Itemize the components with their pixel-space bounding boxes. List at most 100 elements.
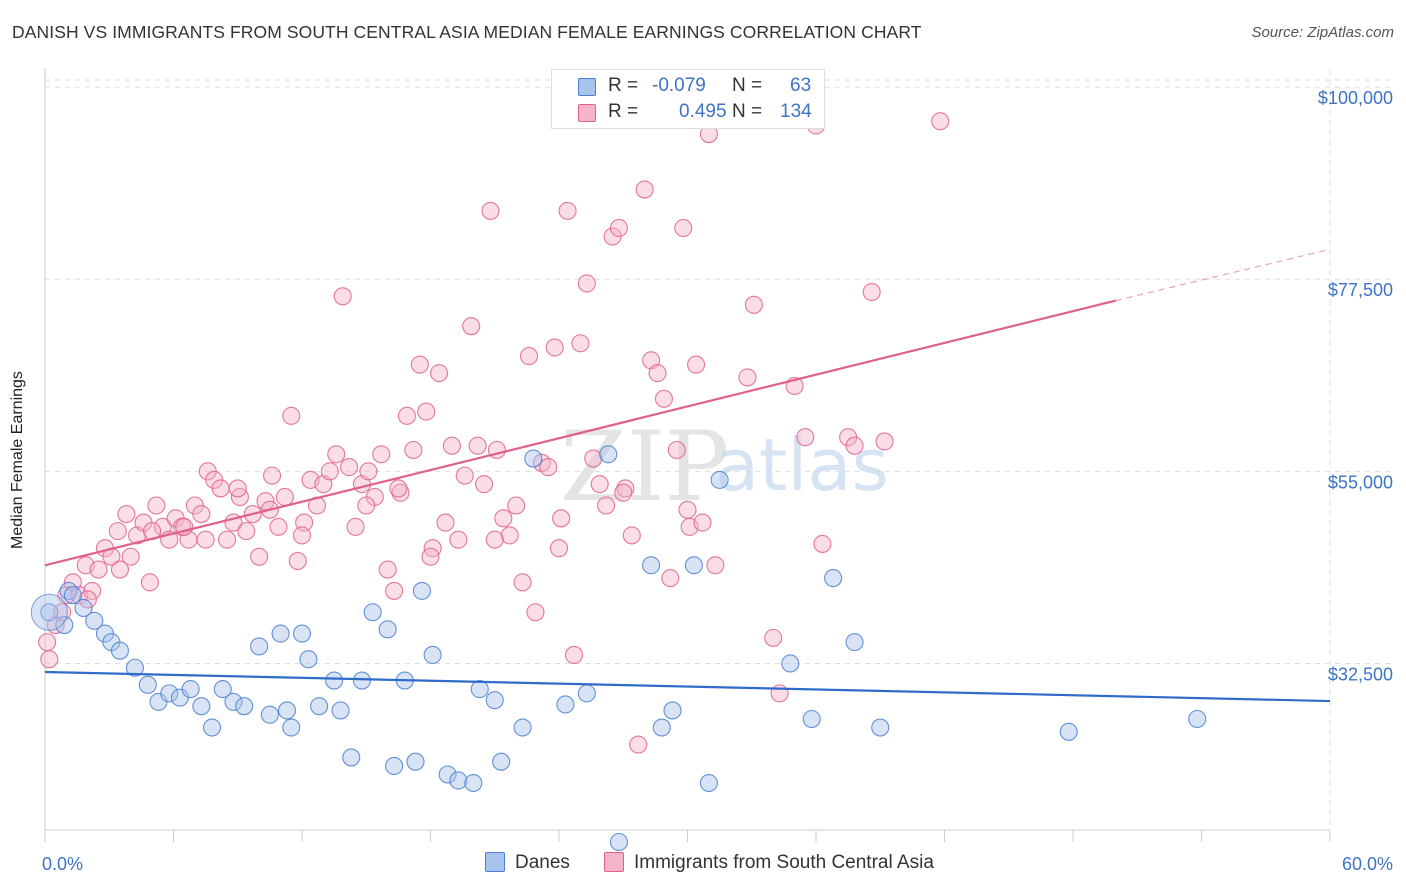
- immigrants-point-25: [192, 504, 211, 524]
- danes-point-15: [192, 697, 211, 716]
- immigrants-point-122: [292, 526, 312, 545]
- immigrants-point-97: [654, 389, 673, 408]
- danes-point-62: [1059, 722, 1078, 741]
- immigrants-point-80: [545, 338, 564, 357]
- danes-point-60: [845, 633, 864, 652]
- immigrants-point-12: [108, 522, 127, 541]
- immigrants-point-68: [468, 436, 487, 455]
- danes-point-34: [385, 756, 404, 776]
- danes-point-3: [63, 586, 82, 605]
- immigrants-point-0: [38, 633, 57, 652]
- immigrants-point-36: [262, 466, 282, 485]
- danes-point-17: [213, 680, 232, 699]
- immigrants-point-93: [629, 735, 648, 754]
- immigrants-point-67: [462, 317, 481, 336]
- immigrants-point-126: [549, 539, 569, 558]
- immigrants-point-107: [744, 295, 763, 314]
- immigrants-point-99: [667, 440, 686, 460]
- danes-point-12: [160, 684, 179, 703]
- immigrants-point-123: [357, 496, 376, 515]
- bottom-legend-immigrants: Immigrants from South Central Asia: [604, 852, 934, 874]
- danes-point-4: [74, 598, 93, 618]
- danes-point-26: [299, 650, 318, 669]
- danes-point-54: [684, 556, 703, 575]
- danes-point-63: [1188, 709, 1207, 729]
- danes-point-32: [363, 603, 382, 622]
- immigrants-point-125: [485, 530, 504, 549]
- legend-r-value: -0.079: [652, 75, 706, 96]
- danes-point-14: [181, 680, 200, 699]
- danes-point-22: [271, 624, 290, 643]
- trend-line-immigrants-extension: [1115, 248, 1331, 302]
- immigrants-point-47: [333, 287, 352, 306]
- x-tick-label-min: 0.0%: [42, 854, 83, 874]
- danes-point-23: [277, 701, 297, 720]
- bottom-legend-swatch-danes: [485, 852, 505, 872]
- immigrants-point-76: [519, 347, 539, 366]
- y-tick-label-2: $77,500: [1328, 280, 1393, 300]
- immigrants-point-14: [121, 547, 140, 566]
- danes-point-57: [781, 654, 800, 673]
- bottom-legend-label-danes: Danes: [515, 852, 570, 873]
- immigrants-point-96: [648, 364, 667, 383]
- immigrants-point-94: [635, 180, 654, 199]
- immigrants-point-34: [250, 547, 269, 566]
- immigrants-point-100: [674, 218, 693, 238]
- immigrants-point-108: [764, 628, 783, 647]
- immigrants-point-38: [275, 487, 294, 507]
- danes-point-42: [470, 680, 489, 699]
- immigrants-point-39: [282, 406, 301, 425]
- immigrants-point-58: [404, 440, 423, 460]
- immigrants-point-28: [211, 479, 230, 498]
- immigrants-point-73: [500, 526, 519, 545]
- immigrants-point-124: [421, 547, 440, 566]
- danes-point-24: [282, 718, 301, 737]
- danes-point-56: [710, 470, 729, 489]
- immigrants-point-62: [430, 364, 449, 383]
- axes: [44, 68, 1331, 842]
- danes-point-45: [513, 718, 532, 737]
- danes-point-47: [556, 695, 575, 714]
- immigrants-point-65: [449, 530, 468, 549]
- immigrants-point-117: [875, 432, 894, 451]
- trend-line-immigrants: [44, 299, 1117, 567]
- immigrants-point-127: [614, 483, 633, 502]
- danes-point-30: [342, 748, 361, 767]
- danes-point-27: [310, 697, 329, 716]
- immigrants-point-103: [693, 513, 712, 532]
- series-immigrants-points: [38, 112, 950, 754]
- legend-r-value: 0.495: [679, 101, 727, 122]
- danes-point-29: [331, 701, 350, 720]
- danes-point-49: [599, 445, 618, 464]
- y-tick-labels: $32,500 $55,000 $77,500 $100,000: [1318, 88, 1393, 684]
- immigrants-point-48: [340, 458, 359, 477]
- legend-box: R = -0.079 N = 63 R = 0.495 N = 134: [551, 69, 825, 129]
- immigrants-point-17: [140, 573, 159, 592]
- immigrants-point-111: [796, 428, 815, 447]
- immigrants-point-83: [564, 645, 584, 664]
- danes-point-18: [224, 692, 243, 711]
- immigrants-point-86: [584, 449, 603, 468]
- immigrants-point-79: [539, 458, 558, 477]
- immigrants-point-121: [228, 479, 247, 498]
- chart-title: DANISH VS IMMIGRANTS FROM SOUTH CENTRAL …: [12, 22, 922, 42]
- legend-n-label: N =: [732, 75, 763, 96]
- immigrants-point-37: [269, 517, 288, 536]
- immigrants-point-113: [813, 534, 832, 553]
- danes-point-44: [492, 752, 511, 771]
- danes-point-46: [524, 449, 543, 468]
- immigrants-point-9: [89, 560, 108, 579]
- immigrants-point-64: [442, 436, 461, 455]
- immigrants-point-51: [359, 462, 378, 481]
- legend-r-label: R =: [608, 101, 639, 122]
- danes-point-38: [423, 645, 442, 664]
- immigrants-point-60: [417, 402, 436, 421]
- danes-point-58: [802, 709, 821, 729]
- immigrants-point-84: [571, 334, 590, 353]
- immigrants-point-70: [481, 201, 500, 220]
- immigrants-point-131: [196, 530, 215, 549]
- immigrants-point-75: [513, 573, 532, 592]
- immigrants-point-74: [507, 496, 526, 515]
- trend-line-danes: [44, 670, 1331, 703]
